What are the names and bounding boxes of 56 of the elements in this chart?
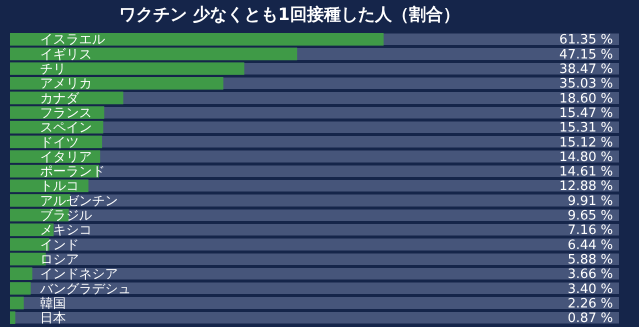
data-label: 15.47 % xyxy=(559,106,613,121)
data-label: 0.87 % xyxy=(568,311,613,326)
bar xyxy=(10,62,244,75)
bar xyxy=(10,76,224,90)
bar xyxy=(10,223,54,236)
data-label: 18.60 % xyxy=(559,91,613,106)
bar xyxy=(10,208,69,222)
data-label: 3.66 % xyxy=(568,267,613,282)
data-label: 3.40 % xyxy=(568,282,613,297)
data-label: 6.44 % xyxy=(568,238,613,253)
y-tick-label: スペイン xyxy=(40,120,92,136)
data-label: 9.91 % xyxy=(568,194,613,209)
y-tick-label: アルゼンチン xyxy=(40,194,118,209)
y-tick-label: メキシコ xyxy=(40,223,92,238)
data-label: 9.65 % xyxy=(568,208,613,224)
bar xyxy=(10,311,16,324)
data-label: 47.15 % xyxy=(559,47,613,62)
bar xyxy=(10,180,88,192)
y-tick-label: ロシア xyxy=(40,252,79,268)
y-tick-label: イスラエル xyxy=(40,32,105,48)
data-label: 38.47 % xyxy=(559,62,613,77)
y-tick-label: イタリア xyxy=(40,150,92,165)
bar xyxy=(10,282,31,295)
data-label: 35.03 % xyxy=(559,76,613,92)
bar xyxy=(10,48,298,60)
y-tick-label: 韓国 xyxy=(40,296,66,312)
bar xyxy=(10,150,100,163)
data-label: 12.88 % xyxy=(559,179,613,194)
bar xyxy=(10,296,24,310)
y-tick-label: チリ xyxy=(40,62,66,77)
y-tick-label: フランス xyxy=(40,106,92,121)
y-tick-label: インド xyxy=(40,238,79,253)
data-label: 5.88 % xyxy=(568,252,613,268)
y-tick-label: ブラジル xyxy=(40,208,92,224)
y-tick-label: インドネシア xyxy=(40,267,118,282)
data-label: 15.12 % xyxy=(559,135,613,150)
y-tick-label: カナダ xyxy=(40,91,80,106)
y-tick-label: バングラデシュ xyxy=(39,282,131,297)
data-label: 14.80 % xyxy=(559,150,613,165)
data-label: 7.16 % xyxy=(568,223,613,238)
chart-title: ワクチン 少なくとも1回接種した人（割合） xyxy=(118,4,461,27)
bar xyxy=(10,92,124,104)
bar xyxy=(10,33,384,46)
y-tick-label: トルコ xyxy=(40,179,79,194)
y-tick-label: ドイツ xyxy=(40,135,79,150)
y-tick-label: ポーランド xyxy=(40,164,105,180)
y-tick-label: アメリカ xyxy=(40,76,92,92)
y-tick-label: イギリス xyxy=(40,47,92,62)
y-tick-label: 日本 xyxy=(40,311,66,326)
data-label: 15.31 % xyxy=(559,120,613,136)
bar xyxy=(10,238,50,251)
bar xyxy=(10,136,102,148)
data-label: 61.35 % xyxy=(559,32,613,48)
data-label: 2.26 % xyxy=(568,296,613,312)
bar xyxy=(10,267,32,280)
data-label: 14.61 % xyxy=(559,164,613,180)
